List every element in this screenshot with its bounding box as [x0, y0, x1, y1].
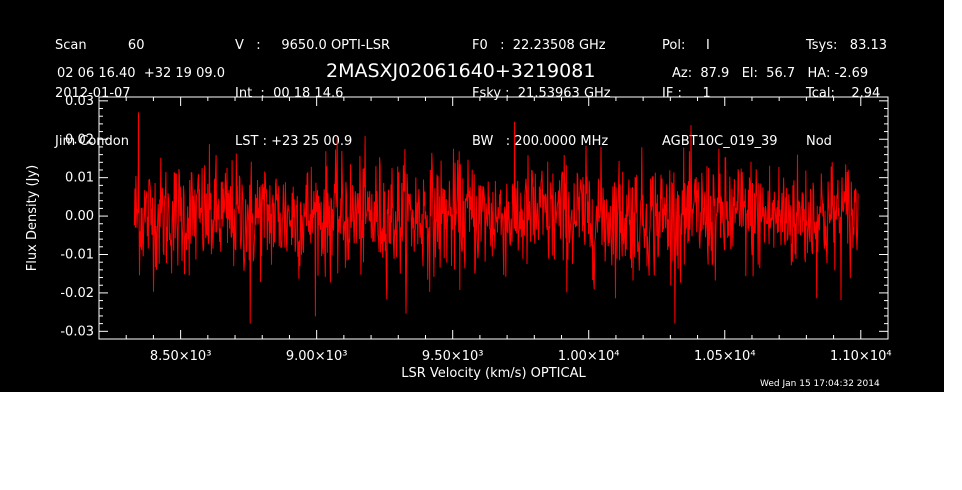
plot-panel: Scan 60 2012-01-07 Jim Condon V : 9650.0…: [0, 0, 944, 392]
spectrum-series-line-0: [133, 112, 859, 324]
y-tick-label: 0.03: [65, 94, 94, 109]
if-info: IF : 1: [662, 86, 711, 101]
y-tick-label: -0.02: [60, 286, 94, 301]
coords-info: 02 06 16.40 +32 19 09.0: [57, 66, 226, 81]
source-title: 2MASXJ02061640+3219081: [326, 60, 596, 82]
observer-info: Jim Condon: [55, 134, 129, 149]
x-tick-label: 8.50×10³: [150, 349, 212, 364]
x-tick-label: 1.05×10⁴: [694, 349, 756, 364]
series-layer: [133, 112, 859, 324]
x-tick-label: 9.50×10³: [422, 349, 484, 364]
header-col-scan: Scan 60 2012-01-07 Jim Condon: [55, 6, 144, 182]
y-tick-label: 0.00: [65, 209, 94, 224]
y-tick-label: -0.01: [60, 247, 94, 262]
axes-layer: 8.50×10³ 9.00×10³ 9.50×10³ 1.00×10⁴ 1.05×10⁴…: [25, 94, 892, 381]
x-axis-label: LSR Velocity (km/s) OPTICAL: [401, 366, 586, 381]
pol-info: Pol: I: [662, 38, 710, 53]
spectrum-chart: 8.50×10³ 9.00×10³ 9.50×10³ 1.00×10⁴ 1.05×10⁴…: [25, 94, 892, 381]
scan-info: Scan 60: [55, 38, 145, 53]
y-tick-label: -0.03: [60, 324, 94, 339]
velocity-info: V : 9650.0 OPTI-LSR: [235, 38, 391, 53]
x-tick-label: 1.00×10⁴: [558, 349, 620, 364]
f0-info: F0 : 22.23508 GHz: [472, 38, 606, 53]
x-tick-label: 1.10×10⁴: [830, 349, 892, 364]
mode-info: Nod: [806, 134, 832, 149]
lst-info: LST : +23 25 00.9: [235, 134, 353, 149]
bw-info: BW : 200.0000 MHz: [472, 134, 609, 149]
timestamp: Wed Jan 15 17:04:32 2014: [760, 379, 880, 389]
y-tick-label: 0.02: [65, 132, 94, 147]
y-tick-label: 0.01: [65, 171, 94, 186]
y-axis-label: Flux Density (Jy): [25, 165, 40, 271]
azelha-info: Az: 87.9 El: 56.7 HA: -2.69: [672, 66, 869, 81]
plot-frame: [98, 96, 889, 340]
x-tick-label: 9.00×10³: [286, 349, 348, 364]
tsys-info: Tsys: 83.13: [806, 38, 888, 53]
